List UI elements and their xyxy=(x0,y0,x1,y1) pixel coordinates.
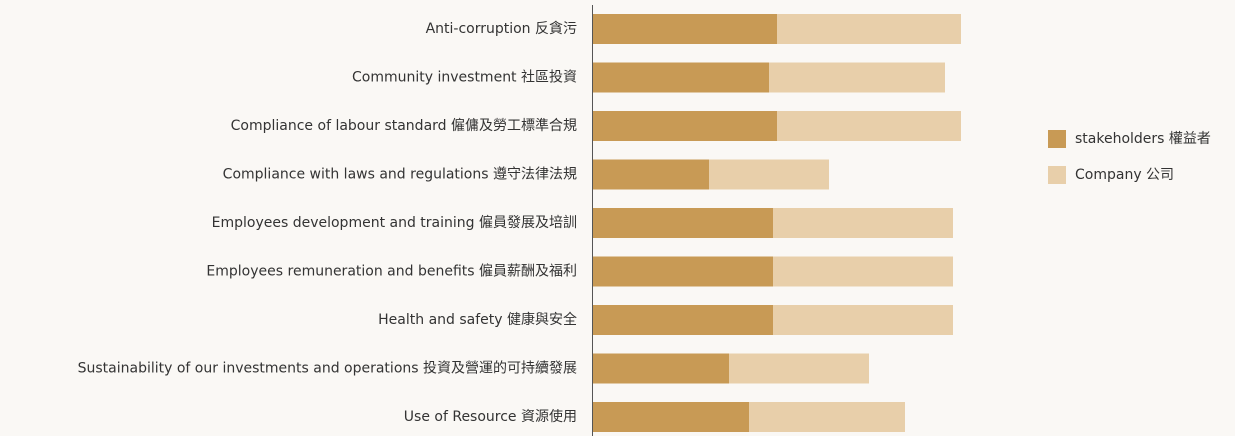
legend-swatch xyxy=(1048,166,1066,184)
bar-segment xyxy=(593,208,773,238)
bar-segment xyxy=(593,14,777,44)
legend-label: stakeholders 權益者 xyxy=(1075,131,1211,147)
bar-segment xyxy=(593,62,769,93)
bar-segment xyxy=(593,353,729,384)
y-tick-label: Health and safety 健康與安全 xyxy=(378,311,577,328)
y-tick-label: Employees remuneration and benefits 僱員薪酬… xyxy=(206,264,577,280)
bar-segment xyxy=(777,111,961,141)
bar-segment xyxy=(769,62,945,93)
y-tick-label: Sustainability of our investments and op… xyxy=(78,361,577,377)
bar-segment xyxy=(773,305,953,335)
bar-segment xyxy=(729,353,869,384)
bar-segment xyxy=(773,208,953,238)
bar-segment xyxy=(593,111,777,141)
bar-segment xyxy=(593,159,709,190)
y-tick-label: Compliance of labour standard 僱傭及勞工標準合規 xyxy=(231,118,577,134)
bar-segment xyxy=(593,256,773,287)
bar-segment xyxy=(777,14,961,44)
bar-segment xyxy=(773,256,953,287)
y-tick-label: Use of Resource 資源使用 xyxy=(404,408,577,425)
y-tick-label: Anti-corruption 反貪污 xyxy=(426,20,577,37)
y-tick-label: Compliance with laws and regulations 遵守法… xyxy=(223,166,577,183)
bar-segment xyxy=(593,402,749,432)
y-tick-label: Employees development and training 僱員發展及… xyxy=(212,215,577,231)
bar-segment xyxy=(593,305,773,335)
bar-segment xyxy=(749,402,905,432)
y-tick-label: Community investment 社區投資 xyxy=(352,70,577,86)
bar-segment xyxy=(709,159,829,190)
legend-label: Company 公司 xyxy=(1075,167,1174,183)
legend-swatch xyxy=(1048,130,1066,148)
